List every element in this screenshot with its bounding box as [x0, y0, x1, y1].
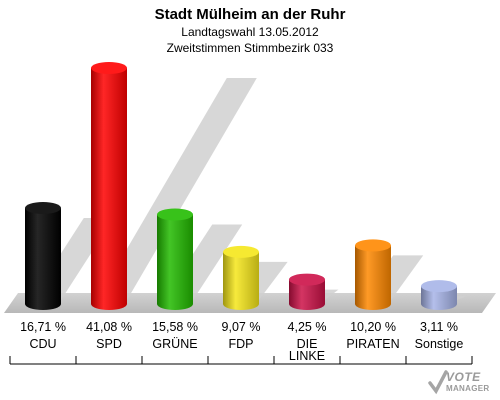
bar-spd [91, 62, 127, 310]
category-label-spd: SPD [96, 337, 122, 351]
value-label-spd: 41,08 % [86, 320, 132, 334]
checkmark-icon [428, 370, 448, 395]
category-label-cdu: CDU [29, 337, 56, 351]
chart-subtitle-date: Landtagswahl 13.05.2012 [181, 25, 319, 39]
category-label-piraten: PIRATEN [346, 337, 399, 351]
category-label-grüne: GRÜNE [152, 337, 197, 351]
chart-subtitle-district: Zweitstimmen Stimmbezirk 033 [166, 41, 334, 55]
bar-fdp [223, 245, 259, 310]
logo-word-vote: VOTE [446, 370, 481, 384]
bar-cdu [25, 202, 61, 310]
logo-word-manager: MANAGER [446, 384, 490, 393]
bar-piraten [355, 239, 391, 310]
category-label-die-linke: DIE LINKE [289, 337, 325, 363]
category-label-sonstige: Sonstige [415, 337, 464, 351]
value-label-piraten: 10,20 % [350, 320, 396, 334]
category-label-fdp: FDP [229, 337, 254, 351]
value-label-grüne: 15,58 % [152, 320, 198, 334]
vote-manager-logo: VOTE MANAGER [428, 368, 500, 398]
value-label-fdp: 9,07 % [222, 320, 261, 334]
bar-shadow-spd [97, 78, 257, 300]
bar-die-linke [289, 273, 325, 310]
value-label-cdu: 16,71 % [20, 320, 66, 334]
value-label-die-linke: 4,25 % [288, 320, 327, 334]
bar-grüne [157, 208, 193, 310]
bar-sonstige [421, 280, 457, 310]
value-label-sonstige: 3,11 % [420, 320, 458, 334]
chart-title: Stadt Mülheim an der Ruhr [154, 6, 346, 23]
